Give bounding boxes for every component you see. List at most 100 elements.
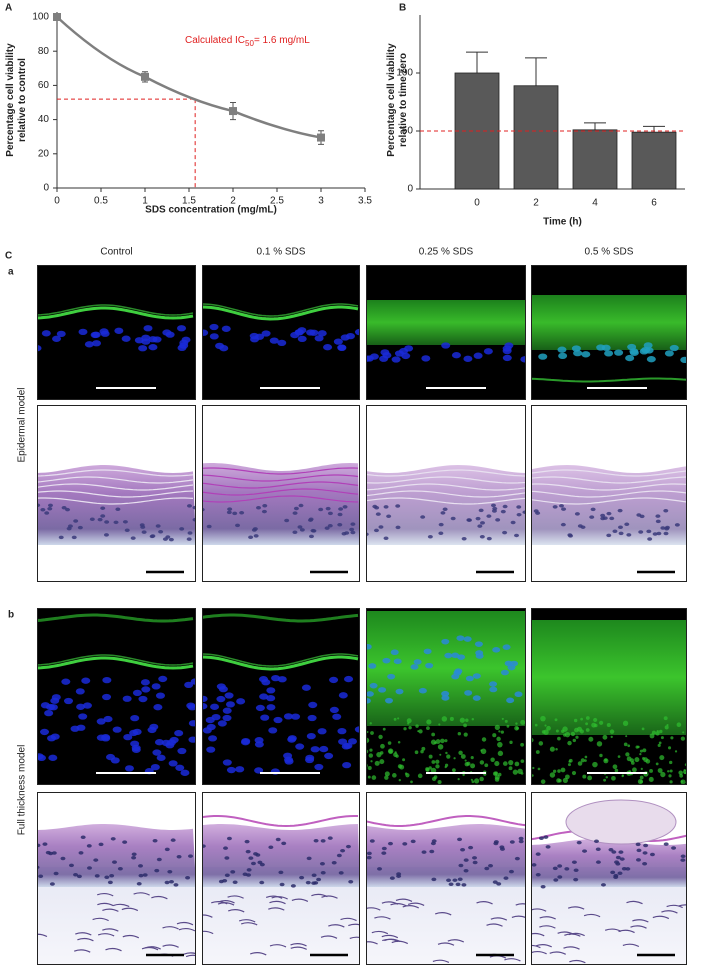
nucleus — [342, 761, 352, 769]
nucleus — [209, 333, 219, 340]
nucleus — [552, 866, 558, 871]
fibroblast — [97, 933, 115, 937]
fibre — [380, 743, 385, 749]
fibre — [596, 741, 603, 747]
nucleus — [669, 344, 679, 352]
nucleus — [472, 673, 481, 679]
nucleus — [560, 522, 566, 527]
nucleus — [81, 677, 91, 684]
nucleus — [177, 344, 187, 352]
fibre — [403, 727, 407, 731]
frame — [531, 792, 687, 965]
nucleus — [589, 515, 595, 519]
nucleus — [378, 687, 387, 693]
nucleus — [552, 505, 558, 509]
nucleus — [495, 518, 501, 522]
fibre — [494, 761, 500, 767]
fibre — [509, 740, 513, 744]
fibre — [571, 770, 577, 776]
nucleus — [248, 535, 254, 539]
micrograph — [531, 265, 687, 400]
stratum-corneum — [37, 306, 194, 320]
nucleus — [173, 883, 179, 887]
fibroblast — [121, 907, 139, 912]
fibre — [576, 726, 583, 732]
nucleus — [245, 849, 251, 854]
fibre — [625, 735, 628, 738]
fibre — [430, 767, 437, 774]
fibroblast — [340, 917, 357, 922]
nucleus — [327, 523, 333, 528]
fibre — [410, 780, 413, 784]
fibroblast — [269, 900, 286, 905]
fibre — [655, 731, 660, 736]
nucleus — [514, 533, 520, 538]
fibre — [659, 755, 665, 761]
nucleus — [78, 713, 88, 720]
fibroblast — [113, 903, 130, 908]
x-tick-label: 6 — [651, 198, 657, 209]
x-tick-label: 1 — [142, 196, 148, 207]
nucleus — [382, 352, 392, 359]
nucleus — [96, 718, 106, 725]
nucleus — [138, 345, 148, 352]
fibroblast — [151, 895, 168, 900]
fibre — [415, 724, 419, 728]
fibre — [497, 741, 503, 748]
nucleus — [99, 328, 109, 335]
fibre — [540, 715, 546, 722]
fibroblast — [583, 913, 601, 918]
fibre — [393, 717, 397, 721]
nucleus — [561, 507, 567, 511]
nucleus — [117, 867, 123, 871]
fibre — [568, 760, 571, 763]
nucleus — [206, 746, 216, 753]
fibre — [395, 754, 399, 758]
nucleus — [444, 652, 453, 659]
fibre — [560, 767, 566, 773]
nucleus — [431, 877, 437, 882]
nucleus — [122, 520, 128, 524]
micrograph-content — [366, 792, 526, 965]
nucleus — [324, 752, 334, 760]
nucleus — [320, 839, 326, 843]
keratin-layer — [531, 490, 687, 498]
nucleus — [77, 525, 83, 530]
nucleus — [378, 525, 384, 529]
nucleus — [349, 527, 355, 532]
nucleus — [168, 537, 174, 542]
nucleus — [97, 517, 103, 522]
fibroblast — [371, 930, 389, 935]
y-axis-label: Percentage cell viabilityrelative to con… — [5, 43, 28, 157]
nucleus — [284, 756, 294, 763]
nucleus — [438, 531, 444, 536]
nucleus — [266, 687, 276, 694]
fibre — [492, 733, 497, 738]
nucleus — [450, 516, 456, 521]
fibre — [678, 770, 683, 775]
nucleus — [132, 689, 142, 697]
keratin-layer — [366, 476, 526, 484]
fibroblast — [162, 944, 179, 948]
x-axis-label: Time (h) — [543, 217, 582, 228]
nucleus — [369, 682, 378, 689]
nucleus — [350, 522, 356, 526]
nucleus — [41, 330, 51, 337]
nucleus — [463, 636, 472, 642]
nucleus — [150, 763, 160, 771]
nucleus — [617, 508, 623, 513]
nucleus — [646, 356, 656, 363]
nucleus — [216, 695, 226, 703]
fibre — [599, 720, 604, 725]
keratin-layer — [37, 469, 194, 477]
fibre — [490, 757, 495, 762]
nucleus — [156, 857, 162, 862]
fibre — [680, 779, 686, 785]
fibre — [676, 722, 682, 728]
nucleus — [44, 709, 54, 717]
nucleus — [387, 841, 393, 846]
micrograph — [37, 405, 196, 582]
nucleus — [56, 330, 66, 337]
panel-label: C — [5, 251, 12, 262]
nucleus — [308, 517, 314, 521]
